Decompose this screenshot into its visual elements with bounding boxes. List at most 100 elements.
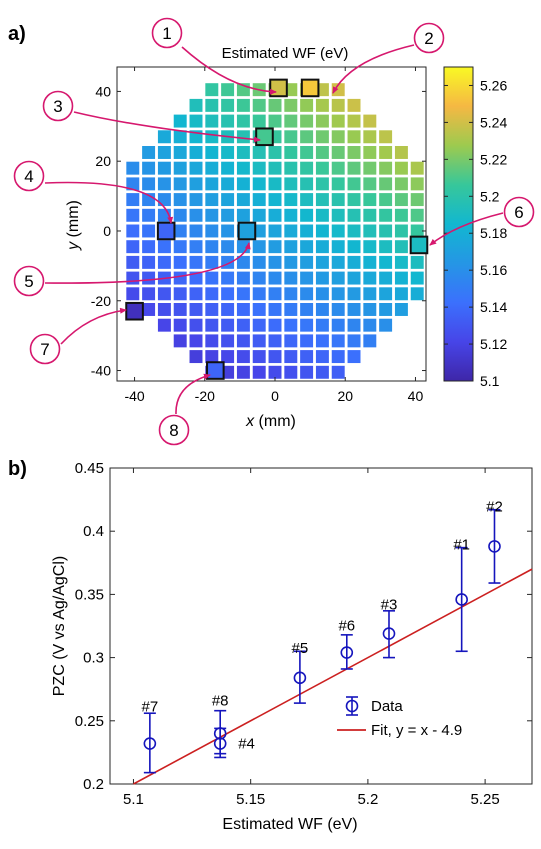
x-unit: (mm) bbox=[254, 413, 296, 430]
wafer-pixel bbox=[268, 145, 282, 159]
wafer-pixel bbox=[379, 161, 393, 175]
wafer-pixel bbox=[157, 302, 171, 316]
wafer-pixel bbox=[252, 177, 266, 191]
wafer-pixel bbox=[284, 287, 298, 301]
wafer-pixel bbox=[189, 114, 203, 128]
callout-label-5: 5 bbox=[24, 272, 33, 291]
wafer-pixel bbox=[236, 161, 250, 175]
wafer-pixel bbox=[300, 334, 314, 348]
wafer-pixel bbox=[347, 302, 361, 316]
wafer-pixel bbox=[236, 350, 250, 364]
wafer-pixel bbox=[347, 287, 361, 301]
wafer-pixel bbox=[347, 334, 361, 348]
wafer-pixel bbox=[221, 145, 235, 159]
heatmap-x-tick-label: 20 bbox=[337, 388, 353, 404]
wafer-pixel bbox=[252, 365, 266, 379]
wafer-pixel bbox=[300, 240, 314, 254]
wafer-pixel bbox=[236, 145, 250, 159]
wafer-pixel bbox=[205, 130, 219, 144]
wafer-pixel bbox=[142, 287, 156, 301]
wafer-pixel bbox=[221, 98, 235, 112]
wafer-pixel bbox=[363, 193, 377, 207]
colorbar-tick-label: 5.14 bbox=[480, 299, 507, 315]
wafer-pixel bbox=[347, 255, 361, 269]
wafer-pixel bbox=[284, 224, 298, 238]
callout-label-2: 2 bbox=[424, 29, 433, 48]
wafer-pixel bbox=[173, 240, 187, 254]
wafer-pixel bbox=[252, 208, 266, 222]
wafer-pixel bbox=[379, 177, 393, 191]
callout-circle-1 bbox=[151, 17, 183, 49]
scatter-y-tick-label: 0.35 bbox=[75, 586, 104, 603]
wafer-pixel bbox=[252, 350, 266, 364]
wafer-pixel bbox=[268, 193, 282, 207]
wafer-pixel bbox=[347, 177, 361, 191]
wafer-pixel bbox=[221, 224, 235, 238]
highlighted-site-5 bbox=[237, 221, 257, 241]
wafer-pixel bbox=[221, 83, 235, 97]
wafer-pixel bbox=[268, 350, 282, 364]
wafer-pixel bbox=[189, 287, 203, 301]
y-unit: (mm) bbox=[65, 200, 82, 242]
wafer-pixel bbox=[379, 145, 393, 159]
x-var: x bbox=[245, 413, 255, 430]
callout-label-6: 6 bbox=[514, 203, 523, 222]
wafer-pixel bbox=[236, 271, 250, 285]
wafer-pixel bbox=[331, 114, 345, 128]
wafer-pixel bbox=[205, 240, 219, 254]
data-point-label: #2 bbox=[486, 498, 503, 515]
wafer-pixel bbox=[331, 177, 345, 191]
callout-circle-2 bbox=[413, 22, 445, 54]
panel-b: b) 5.1 5.15 5.2 5.25 0.450.40.350.30.250.2 … bbox=[8, 458, 533, 833]
wafer-pixel bbox=[189, 177, 203, 191]
wafer-pixel bbox=[363, 145, 377, 159]
wafer-heatmap bbox=[126, 83, 424, 379]
callout-label-3: 3 bbox=[53, 97, 62, 116]
wafer-pixel bbox=[157, 193, 171, 207]
wafer-pixel bbox=[394, 240, 408, 254]
wafer-pixel bbox=[236, 365, 250, 379]
wafer-pixel bbox=[268, 318, 282, 332]
wafer-pixel bbox=[268, 240, 282, 254]
wafer-pixel bbox=[189, 145, 203, 159]
wafer-pixel bbox=[205, 255, 219, 269]
wafer-pixel bbox=[300, 208, 314, 222]
wafer-pixel bbox=[363, 287, 377, 301]
scatter-axes-box bbox=[109, 467, 533, 785]
wafer-pixel bbox=[252, 240, 266, 254]
wafer-pixel bbox=[189, 161, 203, 175]
wafer-pixel bbox=[189, 334, 203, 348]
wafer-pixel bbox=[331, 255, 345, 269]
wafer-pixel bbox=[331, 224, 345, 238]
callouts: 1 2 3 4 5 6 7 8 bbox=[13, 17, 535, 446]
wafer-pixel bbox=[363, 255, 377, 269]
scatter-y-ticks: 0.45 0.4 0.35 0.3 0.25 0.2 bbox=[75, 460, 532, 793]
wafer-pixel bbox=[189, 350, 203, 364]
wafer-pixel bbox=[221, 302, 235, 316]
wafer-pixel bbox=[205, 224, 219, 238]
wafer-pixel bbox=[284, 177, 298, 191]
callout-circle-6 bbox=[503, 196, 535, 228]
wafer-pixel bbox=[284, 130, 298, 144]
wafer-pixel bbox=[173, 334, 187, 348]
colorbar bbox=[443, 66, 474, 382]
wafer-pixel bbox=[300, 177, 314, 191]
wafer-pixel bbox=[268, 271, 282, 285]
wafer-pixel bbox=[300, 365, 314, 379]
data-point-label: #3 bbox=[381, 597, 398, 614]
fit-line-group bbox=[133, 568, 533, 785]
wafer-pixel bbox=[157, 287, 171, 301]
heatmap-y-tick-label: 0 bbox=[103, 223, 111, 239]
wafer-pixel bbox=[379, 255, 393, 269]
wafer-pixel bbox=[221, 318, 235, 332]
wafer-pixel bbox=[142, 208, 156, 222]
wafer-pixel bbox=[331, 302, 345, 316]
callout-arrow-8 bbox=[175, 373, 211, 415]
scatter-x-tick-label: 5.25 bbox=[471, 791, 500, 808]
wafer-pixel bbox=[394, 177, 408, 191]
data-point bbox=[382, 627, 396, 640]
callout-label-7: 7 bbox=[40, 340, 49, 359]
wafer-pixel bbox=[236, 193, 250, 207]
wafer-pixel bbox=[331, 193, 345, 207]
wafer-pixel bbox=[205, 177, 219, 191]
